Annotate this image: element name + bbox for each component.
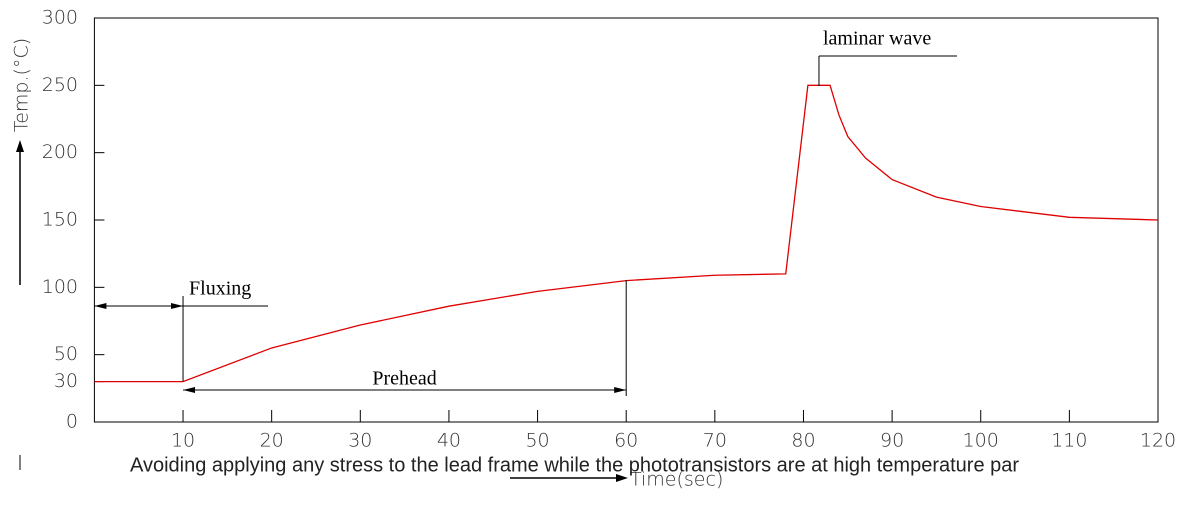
x-tick-label: 80: [791, 430, 815, 452]
x-tick-label: 110: [1051, 430, 1087, 452]
x-tick-label: 40: [437, 430, 461, 452]
arrowhead: [183, 387, 196, 393]
x-tick-label: 50: [525, 430, 549, 452]
arrowhead: [171, 303, 184, 309]
x-tick-label: 70: [703, 430, 727, 452]
x-tick-label: 90: [880, 430, 904, 452]
profile-line: [94, 84, 1159, 383]
x-tick-label: 100: [963, 430, 999, 452]
x-tick-label: 10: [171, 430, 195, 452]
arrowhead: [614, 387, 627, 393]
x-axis-arrowhead: [616, 474, 628, 482]
caption: Avoiding applying any stress to the lead…: [130, 454, 1019, 476]
annotation: laminar wave: [823, 28, 931, 50]
y-tick-label: 50: [54, 343, 78, 365]
x-tick-label: 60: [614, 430, 638, 452]
y-tick-label: 200: [42, 141, 78, 163]
y-tick-label: 0: [66, 411, 78, 433]
arrowhead: [94, 303, 107, 309]
y-axis-label: Temp.(°C): [11, 38, 33, 132]
y-tick-label: 100: [42, 276, 78, 298]
y-tick-label: 30: [54, 370, 78, 392]
annotation: Fluxing: [189, 278, 251, 300]
y-tick-label: 250: [42, 74, 78, 96]
x-tick-label: 30: [348, 430, 372, 452]
y-tick-label: 300: [42, 7, 78, 29]
y-axis-arrowhead: [16, 140, 24, 152]
annotation: Prehead: [372, 368, 436, 390]
y-tick-label: 150: [42, 209, 78, 231]
x-tick-label: 120: [1140, 430, 1176, 452]
x-tick-label: 20: [260, 430, 284, 452]
x-axis-label: Time(sec): [630, 469, 723, 491]
